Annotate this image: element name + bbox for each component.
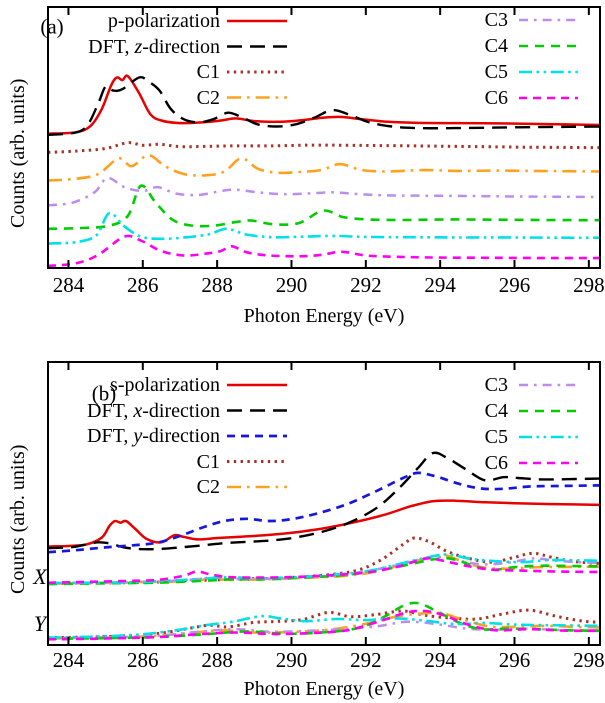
legend-label-text: y xyxy=(133,425,143,447)
legend-entry-c4: C4 xyxy=(485,34,508,58)
legend-label-text: C3 xyxy=(484,9,508,31)
panel-a-x-tick-label: 294 xyxy=(424,273,456,297)
legend-label-text: C6 xyxy=(484,452,508,474)
legend-label-text: C1 xyxy=(196,450,220,473)
cluster-label-y: Y xyxy=(33,611,47,636)
series-c1_x xyxy=(48,536,600,585)
panel-b-x-tick-label: 286 xyxy=(127,648,159,672)
legend-label-text: -direction xyxy=(142,35,220,58)
panel-a-tag: (a) xyxy=(40,14,64,39)
series-c3_x xyxy=(48,555,600,585)
series-c1 xyxy=(48,141,600,154)
legend-entry-c6_x: C6 xyxy=(485,451,508,475)
panel-a-x-tick-label: 296 xyxy=(498,273,531,297)
panel-a-border xyxy=(47,6,601,269)
series-c5_x xyxy=(48,553,600,585)
legend-entry-c2_x: C2 xyxy=(197,475,220,499)
legend-label-text: C4 xyxy=(484,35,508,57)
legend-label-text: C4 xyxy=(484,400,508,422)
legend-entry-c4_x: C4 xyxy=(485,399,508,423)
legend-entry-c2: C2 xyxy=(197,86,220,110)
panel-a-x-tick-label: 286 xyxy=(127,273,159,297)
legend-entry-c1_x: C1 xyxy=(197,450,220,474)
legend-label-text: z xyxy=(134,35,143,58)
panel-b-x-tick-label: 294 xyxy=(424,648,456,672)
legend-entry-c1: C1 xyxy=(197,60,220,84)
panel-b-x-tick-label: 298 xyxy=(573,648,605,672)
panel-b-x-tick-label: 292 xyxy=(350,648,382,672)
legend-label-text: s-polarization xyxy=(110,374,220,396)
panel-a-x-tick-label: 284 xyxy=(52,273,85,297)
legend-label-text: DFT, xyxy=(88,35,135,58)
series-c2 xyxy=(48,153,600,182)
x-axis-label-panel-b: Photon Energy (eV) xyxy=(243,678,405,700)
series-c5_y xyxy=(48,614,600,639)
legend-entry-c5: C5 xyxy=(485,60,508,84)
legend-label-text: C1 xyxy=(196,61,220,83)
legend-label-text: -direction xyxy=(142,425,220,447)
legend-entry-p_pol: p-polarization xyxy=(108,9,220,33)
panel-b-tag: (b) xyxy=(91,381,117,406)
legend-label-text: C2 xyxy=(196,476,220,498)
legend-entry-c6: C6 xyxy=(485,86,508,110)
legend-entry-c3: C3 xyxy=(485,8,508,32)
series-c4 xyxy=(48,184,600,231)
series-s_pol xyxy=(48,499,600,548)
legend-label-text: C2 xyxy=(196,86,220,109)
legend-label-text: p-polarization xyxy=(107,10,220,32)
legend-entry-c5_x: C5 xyxy=(485,425,508,449)
legend-label-text: C5 xyxy=(484,61,508,83)
panel-b-series-group xyxy=(48,451,600,641)
y-axis-label-panel-a: Counts (arb. units) xyxy=(7,78,29,228)
series-c6_x xyxy=(48,556,600,585)
panel-a-x-tick-label: 290 xyxy=(275,273,308,297)
legend-entry-dft_z: DFT, z-direction xyxy=(88,35,220,59)
legend-label-text: x xyxy=(133,399,143,422)
legend-label-text: C3 xyxy=(484,374,508,396)
legend-label-text: DFT, xyxy=(87,425,134,447)
series-c6 xyxy=(48,234,600,268)
legend-entry-dft_y: DFT, y-direction xyxy=(87,424,220,448)
x-axis-label-panel-a: Photon Energy (eV) xyxy=(243,305,405,327)
panel-a-x-tick-label: 298 xyxy=(573,273,605,297)
panel-b-border xyxy=(47,361,601,646)
series-c5 xyxy=(48,211,600,245)
panel-a-series-group xyxy=(48,74,600,268)
series-dft_x xyxy=(48,451,600,551)
panel-b-x-tick-label: 296 xyxy=(498,648,531,672)
series-c2_x xyxy=(48,553,600,585)
series-dft_z xyxy=(48,76,600,137)
series-c6_y xyxy=(48,609,600,641)
legend-entry-c3_x: C3 xyxy=(485,373,508,397)
legend-label-text: DFT, xyxy=(87,399,134,422)
panel-b-x-tick-label: 284 xyxy=(52,648,85,672)
legend-entry-dft_x: DFT, x-direction xyxy=(87,399,220,423)
series-p_pol xyxy=(48,74,600,135)
cluster-label-x: X xyxy=(33,564,47,589)
panel-a-x-tick-label: 288 xyxy=(201,273,233,297)
legend-label-text: -direction xyxy=(142,399,220,422)
y-axis-label-panel-b: Counts (arb. units) xyxy=(7,444,29,594)
panel-a-x-tick-label: 292 xyxy=(350,273,382,297)
series-c3 xyxy=(48,176,600,207)
series-c4_y xyxy=(48,601,600,641)
series-dft_y xyxy=(48,471,600,554)
legend-entry-s_pol: s-polarization xyxy=(110,373,220,397)
legend-label-text: C5 xyxy=(484,426,508,448)
legend-label-text: C6 xyxy=(484,87,508,109)
panel-b-x-tick-label: 288 xyxy=(201,648,233,672)
panel-b-x-tick-label: 290 xyxy=(275,648,308,672)
